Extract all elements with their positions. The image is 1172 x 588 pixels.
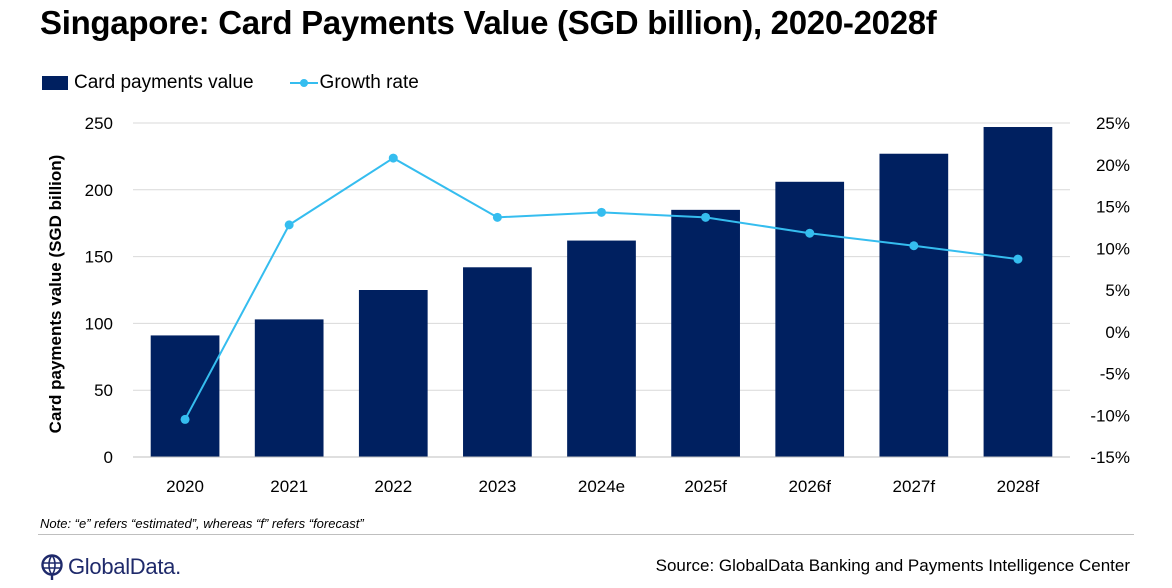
growth-rate-point xyxy=(701,212,711,222)
y-right-tick-label: 25% xyxy=(1096,114,1130,133)
bar xyxy=(463,267,532,457)
y-right-tick-label: 15% xyxy=(1096,198,1130,217)
y-right-tick-label: 10% xyxy=(1096,239,1130,258)
growth-rate-point xyxy=(388,153,398,163)
x-tick-label: 2022 xyxy=(374,477,412,496)
growth-rate-point xyxy=(492,212,502,222)
bar xyxy=(150,335,220,457)
legend-line-label: Growth rate xyxy=(319,72,419,93)
growth-rate-point xyxy=(1013,254,1023,264)
growth-rate-point xyxy=(597,207,606,217)
growth-rate-point xyxy=(909,241,919,251)
y-left-tick-label: 100 xyxy=(85,314,113,333)
y-axis-title: Card payments value (SGD billion) xyxy=(46,155,65,434)
growth-rate-point xyxy=(805,228,815,238)
x-tick-label: 2021 xyxy=(270,477,308,496)
y-right-tick-label: -15% xyxy=(1090,448,1130,467)
source-text: Source: GlobalData Banking and Payments … xyxy=(655,556,1130,575)
bar xyxy=(775,181,845,457)
y-right-tick-label: 20% xyxy=(1096,156,1130,175)
legend-line-swatch xyxy=(289,76,318,90)
x-tick-label: 2024e xyxy=(578,477,625,496)
y-left-tick-label: 0 xyxy=(104,448,113,467)
legend-bar-swatch xyxy=(42,76,68,90)
footer-divider xyxy=(38,534,1134,535)
x-tick-label: 2026f xyxy=(788,477,831,496)
y-left-tick-label: 150 xyxy=(85,248,113,267)
legend-item-growth-rate: Growth rate xyxy=(289,72,419,94)
logo-text: GlobalData. xyxy=(68,554,181,579)
y-right-tick-label: 5% xyxy=(1105,281,1130,300)
bar xyxy=(879,153,949,457)
bar xyxy=(671,209,740,457)
bar xyxy=(254,319,324,457)
x-tick-label: 2027f xyxy=(893,477,936,496)
y-left-tick-label: 50 xyxy=(94,381,113,400)
chart-legend: Card payments value Growth rate xyxy=(42,70,455,96)
y-right-tick-label: -5% xyxy=(1100,365,1130,384)
y-left-tick-label: 200 xyxy=(85,181,113,200)
globe-icon xyxy=(41,554,63,580)
legend-item-card-payments: Card payments value xyxy=(42,72,254,94)
y-right-tick-label: 0% xyxy=(1105,323,1130,342)
y-left-tick-label: 250 xyxy=(85,114,113,133)
bar xyxy=(983,127,1053,458)
legend-bar-label: Card payments value xyxy=(74,72,254,93)
x-tick-label: 2023 xyxy=(478,477,516,496)
x-tick-label: 2020 xyxy=(166,477,204,496)
bar xyxy=(358,290,428,457)
y-right-tick-label: -10% xyxy=(1090,406,1130,425)
footnote: Note: “e” refers “estimated”, whereas “f… xyxy=(40,516,364,531)
chart-title: Singapore: Card Payments Value (SGD bill… xyxy=(40,4,937,41)
growth-rate-point xyxy=(284,220,294,230)
bar xyxy=(567,240,636,457)
growth-rate-point xyxy=(180,414,190,424)
x-tick-label: 2028f xyxy=(997,477,1040,496)
x-tick-label: 2025f xyxy=(684,477,727,496)
globaldata-logo: GlobalData. xyxy=(40,550,181,584)
